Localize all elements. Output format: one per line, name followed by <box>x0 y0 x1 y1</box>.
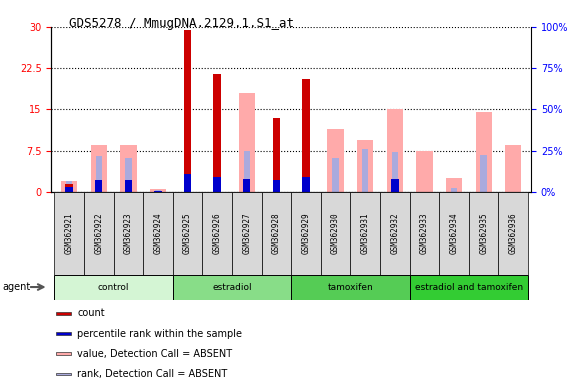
Text: GSM362927: GSM362927 <box>242 212 251 254</box>
Bar <box>391 179 399 192</box>
Bar <box>351 192 380 275</box>
Bar <box>451 188 457 192</box>
Bar <box>173 275 291 300</box>
Text: value, Detection Call = ABSENT: value, Detection Call = ABSENT <box>77 349 232 359</box>
Bar <box>291 192 321 275</box>
Text: tamoxifen: tamoxifen <box>328 283 373 291</box>
Bar <box>291 275 409 300</box>
Text: estradiol and tamoxifen: estradiol and tamoxifen <box>415 283 523 291</box>
Text: GSM362922: GSM362922 <box>94 212 103 254</box>
Text: GSM362934: GSM362934 <box>449 212 459 254</box>
Bar <box>505 145 521 192</box>
Bar <box>232 192 262 275</box>
Text: count: count <box>77 308 104 318</box>
Text: rank, Detection Call = ABSENT: rank, Detection Call = ABSENT <box>77 369 227 379</box>
Bar <box>380 192 409 275</box>
Text: GSM362921: GSM362921 <box>65 212 74 254</box>
Bar <box>262 192 291 275</box>
Bar <box>66 184 73 192</box>
Text: GSM362925: GSM362925 <box>183 212 192 254</box>
Bar <box>362 149 368 192</box>
Bar <box>95 180 102 192</box>
Text: agent: agent <box>3 282 31 292</box>
Bar <box>357 140 373 192</box>
Bar <box>302 177 309 192</box>
Bar <box>184 174 191 192</box>
Text: GSM362923: GSM362923 <box>124 212 133 254</box>
Bar <box>498 192 528 275</box>
Bar <box>469 192 498 275</box>
Bar <box>54 192 84 275</box>
Bar <box>409 192 439 275</box>
Text: GSM362924: GSM362924 <box>154 212 163 254</box>
Text: GSM362929: GSM362929 <box>301 212 311 254</box>
Text: GSM362930: GSM362930 <box>331 212 340 254</box>
Text: GSM362928: GSM362928 <box>272 212 281 254</box>
Text: GSM362933: GSM362933 <box>420 212 429 254</box>
Bar <box>480 155 487 192</box>
Bar <box>125 158 132 192</box>
Bar <box>56 353 71 355</box>
Bar <box>416 151 433 192</box>
Text: GSM362936: GSM362936 <box>509 212 518 254</box>
Bar <box>273 180 280 192</box>
Bar <box>91 145 107 192</box>
Bar <box>243 179 251 192</box>
Bar <box>155 190 161 192</box>
Text: GSM362935: GSM362935 <box>479 212 488 254</box>
Bar <box>66 181 73 192</box>
Bar <box>476 112 492 192</box>
Text: GDS5278 / MmugDNA.2129.1.S1_at: GDS5278 / MmugDNA.2129.1.S1_at <box>69 17 293 30</box>
Bar <box>214 177 221 192</box>
Bar <box>446 178 462 192</box>
Bar <box>184 30 191 192</box>
Bar <box>244 151 250 192</box>
Bar <box>124 180 132 192</box>
Bar <box>392 152 398 192</box>
Bar <box>66 187 73 192</box>
Text: control: control <box>98 283 129 291</box>
Bar <box>173 192 202 275</box>
Bar <box>95 156 102 192</box>
Bar <box>202 192 232 275</box>
Bar <box>84 192 114 275</box>
Text: percentile rank within the sample: percentile rank within the sample <box>77 329 242 339</box>
Text: estradiol: estradiol <box>212 283 252 291</box>
Bar <box>150 189 166 192</box>
Bar <box>114 192 143 275</box>
Bar <box>120 145 136 192</box>
Bar <box>321 192 351 275</box>
Bar <box>273 118 280 192</box>
Bar <box>56 372 71 375</box>
Text: GSM362926: GSM362926 <box>212 212 222 254</box>
Bar <box>409 275 528 300</box>
Bar <box>143 192 173 275</box>
Bar <box>332 158 339 192</box>
Bar <box>214 74 221 192</box>
Bar <box>387 109 403 192</box>
Bar <box>56 312 71 315</box>
Bar <box>328 129 344 192</box>
Bar <box>61 181 77 192</box>
Text: GSM362932: GSM362932 <box>391 212 399 254</box>
Bar <box>439 192 469 275</box>
Text: GSM362931: GSM362931 <box>361 212 370 254</box>
Bar <box>239 93 255 192</box>
Bar <box>302 79 309 192</box>
Bar <box>54 275 173 300</box>
Bar <box>56 332 71 335</box>
